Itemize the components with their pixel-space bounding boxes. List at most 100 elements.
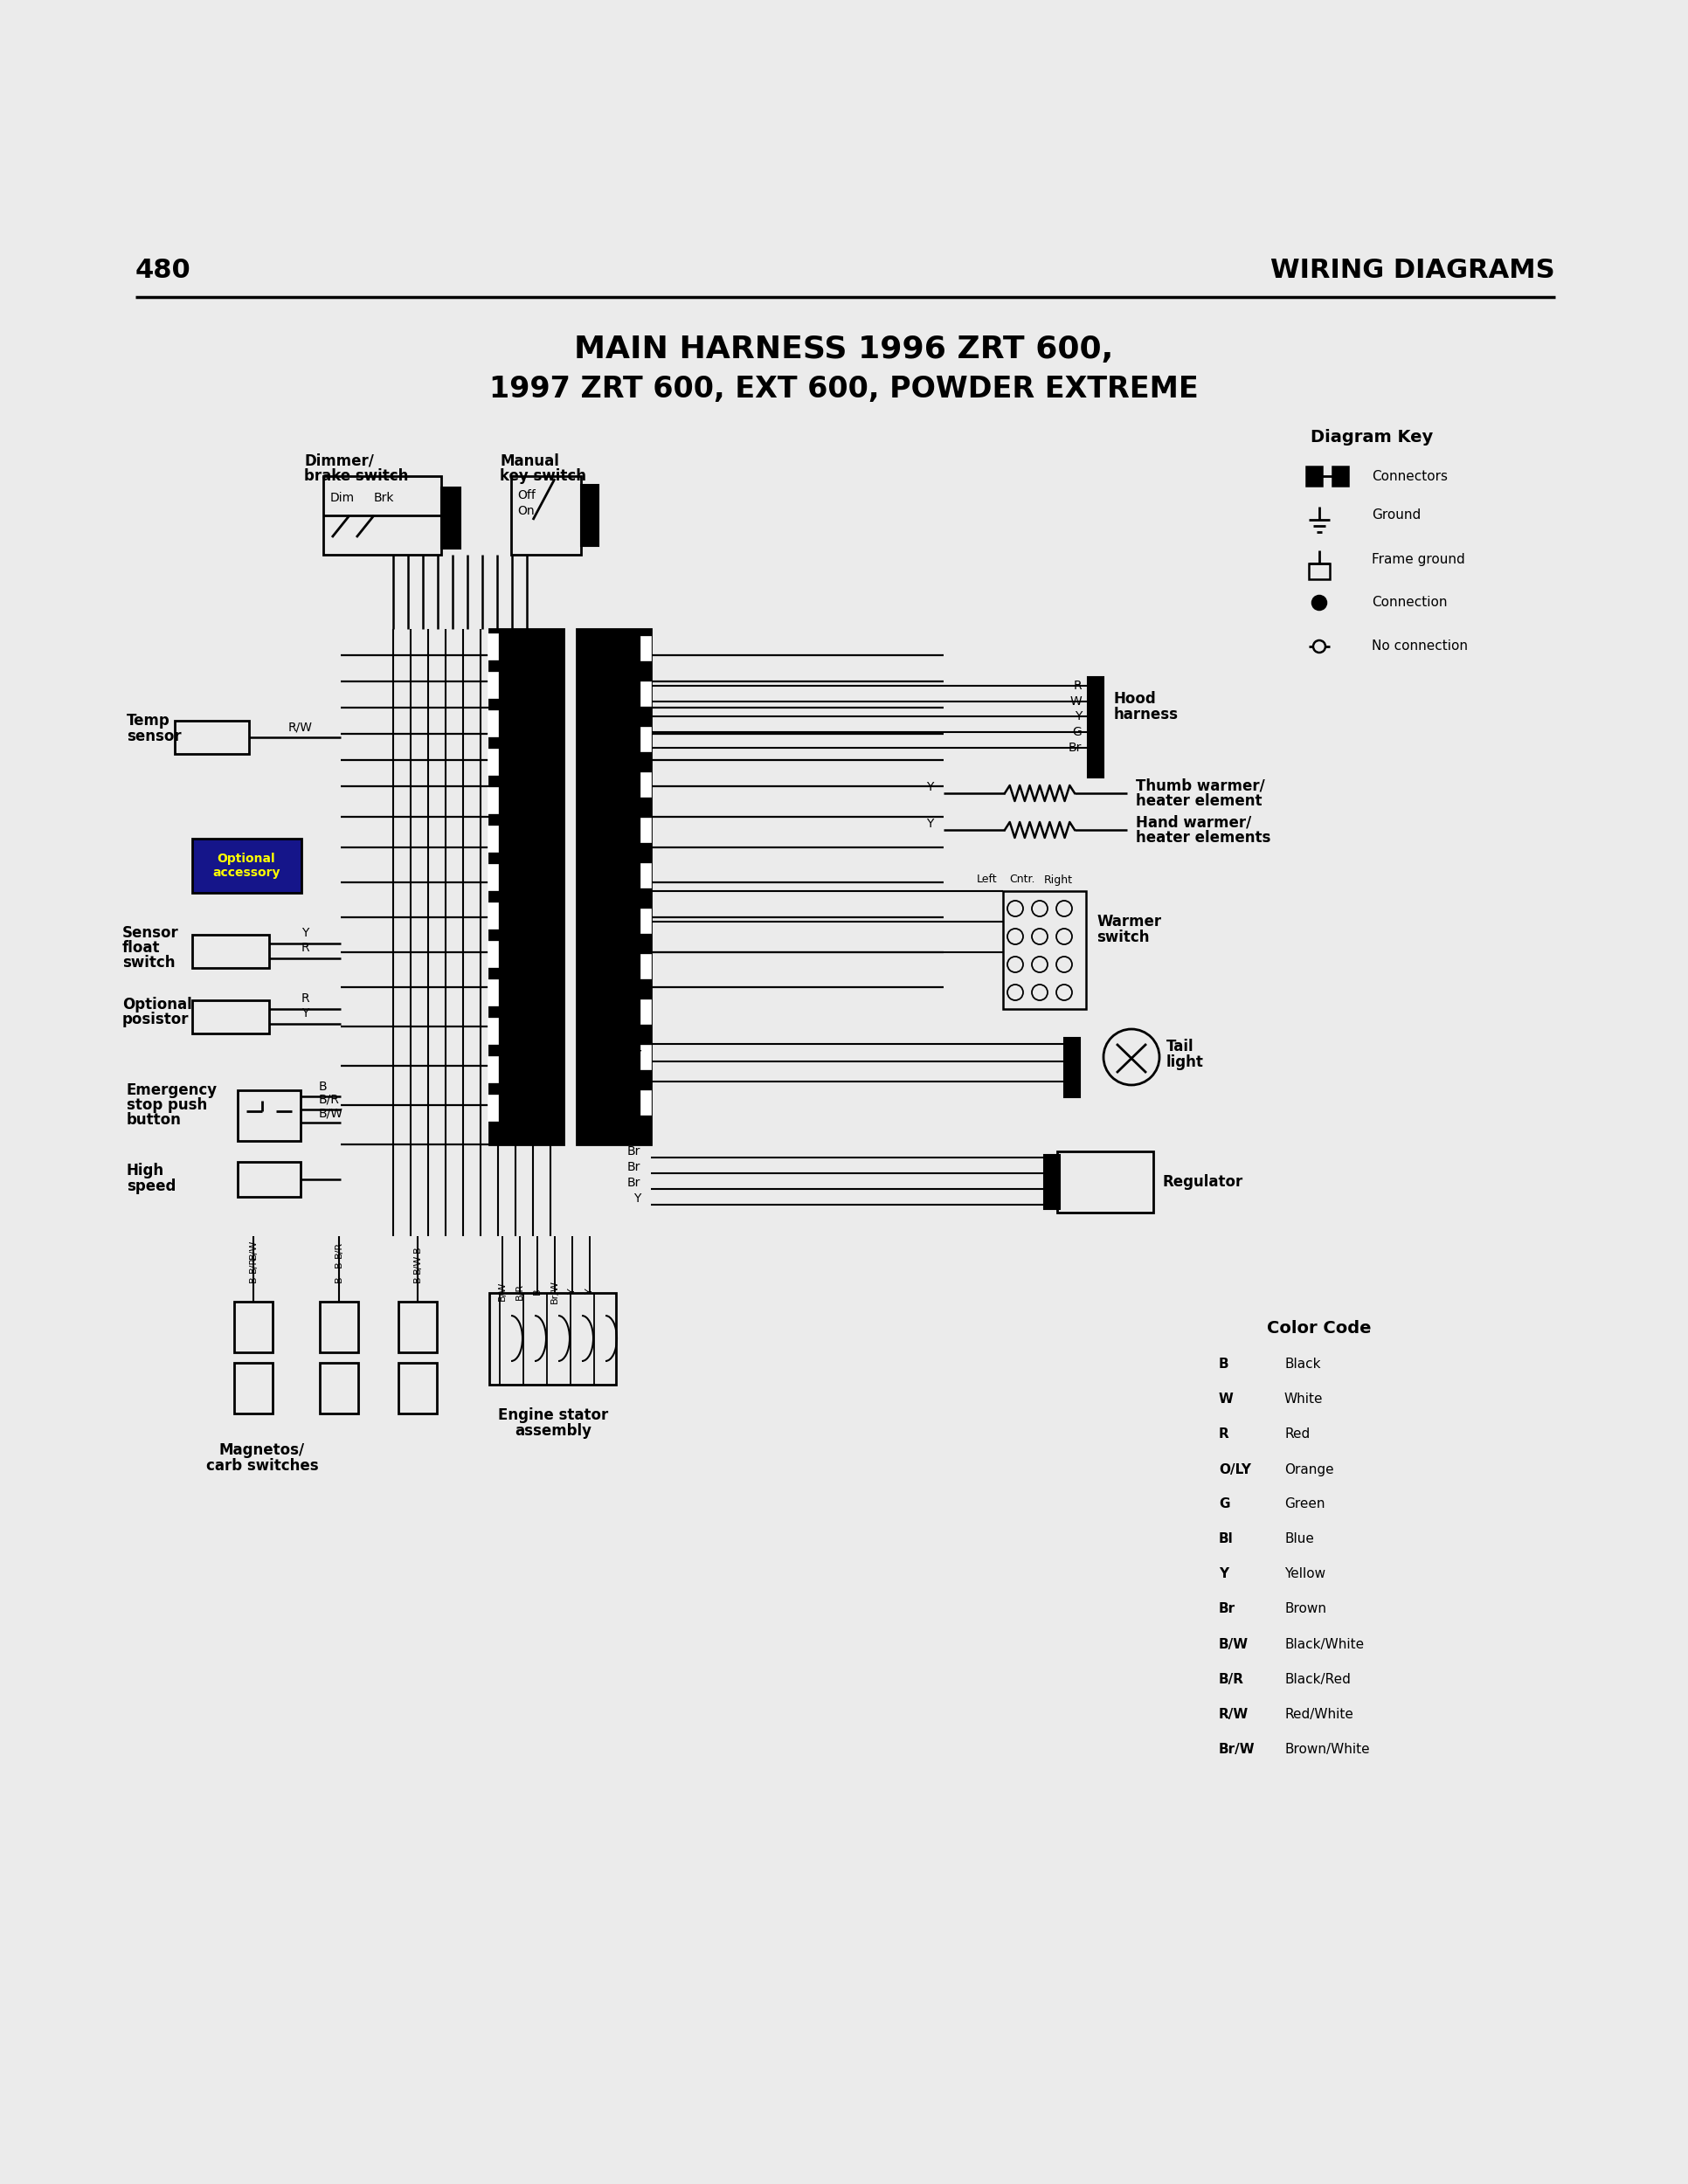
Text: Engine stator: Engine stator — [498, 1406, 608, 1424]
Text: Br: Br — [1069, 743, 1082, 753]
Text: Br: Br — [626, 1070, 640, 1081]
Bar — [577, 629, 652, 1144]
Text: Sensor: Sensor — [122, 926, 179, 941]
Bar — [1087, 677, 1104, 778]
Bar — [1063, 1037, 1080, 1096]
Text: B: B — [1219, 1358, 1229, 1372]
Text: Dimmer/: Dimmer/ — [304, 454, 373, 470]
Text: 1997 ZRT 600, EXT 600, POWDER EXTREME: 1997 ZRT 600, EXT 600, POWDER EXTREME — [490, 373, 1198, 404]
Text: R/W: R/W — [1219, 1708, 1249, 1721]
Text: Black/White: Black/White — [1285, 1638, 1364, 1651]
Text: Y: Y — [567, 1289, 577, 1295]
Text: Temp: Temp — [127, 712, 170, 729]
Bar — [176, 721, 250, 753]
Bar — [1003, 891, 1085, 1009]
Bar — [488, 1094, 498, 1120]
Text: B: B — [319, 1081, 327, 1092]
Text: switch: switch — [122, 954, 176, 970]
Text: sensor: sensor — [127, 729, 181, 745]
Bar — [1332, 467, 1349, 485]
Text: Br: Br — [626, 1162, 640, 1173]
Text: R: R — [302, 992, 311, 1005]
Text: Magnetos/: Magnetos/ — [219, 1441, 306, 1459]
Text: stop push: stop push — [127, 1096, 208, 1114]
Text: No connection: No connection — [1372, 640, 1469, 653]
Text: Left: Left — [977, 874, 998, 885]
Text: G: G — [1072, 725, 1082, 738]
Bar — [488, 902, 498, 928]
Bar — [488, 1057, 498, 1083]
Text: G: G — [631, 878, 640, 891]
Circle shape — [1313, 640, 1325, 653]
Bar — [488, 673, 498, 699]
Bar — [238, 1162, 300, 1197]
Text: 480: 480 — [135, 258, 191, 284]
Text: Br: Br — [626, 909, 640, 922]
Bar — [640, 1000, 652, 1024]
Text: B/R: B/R — [334, 1241, 343, 1258]
Text: Off: Off — [517, 489, 535, 502]
Text: B/W: B/W — [414, 1254, 422, 1273]
Text: O/LY: O/LY — [1219, 1463, 1251, 1476]
Text: G: G — [1219, 1498, 1231, 1511]
Bar — [398, 1302, 437, 1352]
Text: Brown: Brown — [1285, 1603, 1327, 1616]
Text: B: B — [334, 1260, 343, 1267]
Text: Br: Br — [626, 939, 640, 952]
Text: White: White — [1285, 1393, 1323, 1406]
Text: R/W: R/W — [289, 721, 312, 734]
Text: Regulator: Regulator — [1161, 1175, 1242, 1190]
Text: Diagram Key: Diagram Key — [1310, 428, 1433, 446]
Text: Y: Y — [925, 817, 933, 830]
Bar — [488, 978, 498, 1005]
Bar — [488, 941, 498, 968]
Text: Y: Y — [586, 1289, 594, 1295]
Text: B: B — [533, 1289, 542, 1295]
Bar — [238, 1090, 300, 1140]
Bar — [490, 629, 564, 1144]
Bar — [192, 839, 302, 893]
Text: Tail: Tail — [1166, 1040, 1193, 1055]
Text: Manual: Manual — [500, 454, 559, 470]
Bar — [640, 1090, 652, 1114]
Text: Black: Black — [1285, 1358, 1320, 1372]
Text: B/W: B/W — [250, 1241, 258, 1258]
Text: WIRING DIAGRAMS: WIRING DIAGRAMS — [1271, 258, 1555, 284]
Bar — [511, 476, 581, 555]
Bar — [640, 954, 652, 978]
Text: Y: Y — [1219, 1568, 1229, 1581]
Text: Frame ground: Frame ground — [1372, 553, 1465, 566]
Text: Dim: Dim — [331, 491, 354, 505]
Bar — [319, 1363, 358, 1413]
Bar — [235, 1363, 272, 1413]
Bar — [324, 476, 441, 555]
Bar — [192, 935, 268, 968]
Text: B: B — [250, 1275, 258, 1282]
Text: Br/W: Br/W — [1219, 1743, 1256, 1756]
Text: Connectors: Connectors — [1372, 470, 1448, 483]
Text: Connection: Connection — [1372, 596, 1447, 609]
Text: B/R: B/R — [515, 1282, 525, 1299]
Bar — [640, 909, 652, 933]
Bar — [1045, 1155, 1060, 1210]
Text: R: R — [302, 941, 311, 954]
Text: Y: Y — [633, 1048, 640, 1061]
Text: Y: Y — [302, 926, 309, 939]
Bar — [235, 1302, 272, 1352]
Bar — [640, 727, 652, 751]
Bar — [1308, 563, 1330, 579]
Text: Warmer: Warmer — [1097, 913, 1161, 930]
Text: Color Code: Color Code — [1268, 1319, 1371, 1337]
Text: B/W: B/W — [1219, 1638, 1249, 1651]
Text: Bl: Bl — [1219, 1533, 1234, 1546]
Text: speed: speed — [127, 1179, 176, 1195]
Text: MAIN HARNESS 1996 ZRT 600,: MAIN HARNESS 1996 ZRT 600, — [574, 334, 1114, 365]
Bar — [640, 1044, 652, 1070]
Text: B/R: B/R — [250, 1256, 258, 1273]
Bar — [488, 633, 498, 660]
Bar — [490, 1293, 616, 1385]
Circle shape — [1312, 596, 1327, 609]
Bar — [488, 786, 498, 812]
Text: switch: switch — [1097, 930, 1150, 946]
Bar — [640, 636, 652, 660]
